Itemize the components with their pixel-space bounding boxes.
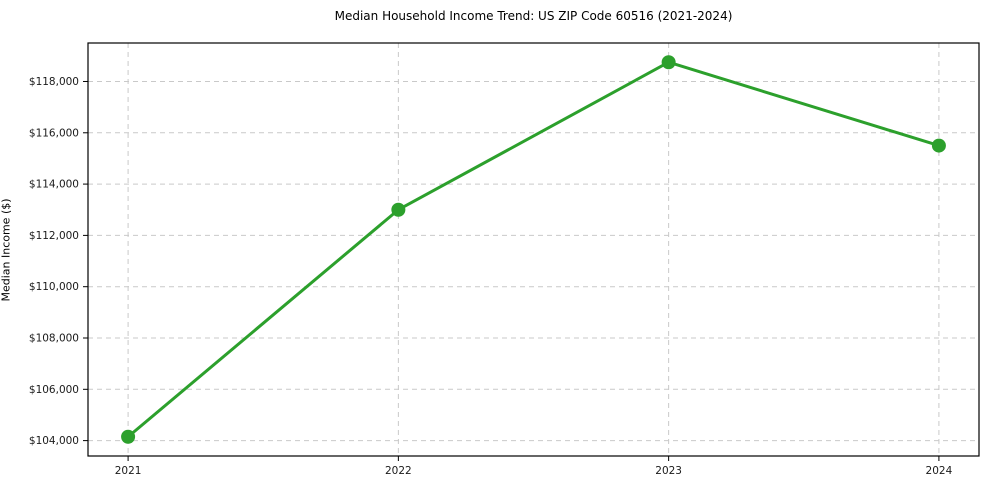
data-point xyxy=(661,55,676,70)
x-tick-label: 2022 xyxy=(385,465,412,477)
data-point xyxy=(931,138,946,153)
x-tick-label: 2023 xyxy=(655,465,682,477)
y-tick-label: $112,000 xyxy=(29,230,79,242)
y-tick-label: $110,000 xyxy=(29,281,79,293)
data-point xyxy=(391,202,406,217)
y-tick-label: $114,000 xyxy=(29,179,79,191)
y-tick-label: $104,000 xyxy=(29,435,79,447)
y-tick-label: $108,000 xyxy=(29,333,79,345)
data-point xyxy=(121,429,136,444)
y-tick-label: $106,000 xyxy=(29,384,79,396)
y-tick-label: $118,000 xyxy=(29,76,79,88)
trend-line xyxy=(126,60,941,439)
y-tick-label: $116,000 xyxy=(29,127,79,139)
x-tick-label: 2024 xyxy=(926,465,953,477)
plot-border xyxy=(87,42,980,457)
x-tick-label: 2021 xyxy=(115,465,142,477)
chart-title: Median Household Income Trend: US ZIP Co… xyxy=(334,9,733,23)
